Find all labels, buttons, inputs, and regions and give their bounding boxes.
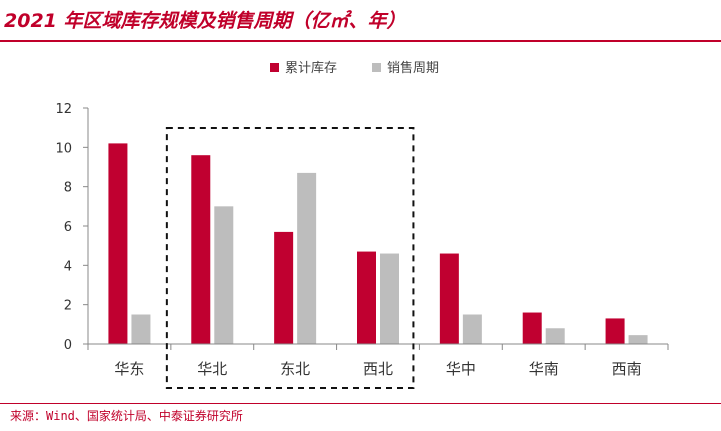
legend-swatch-cycle [372, 63, 381, 72]
x-category-label: 西南 [612, 360, 642, 378]
bar-sales-cycle [628, 335, 648, 344]
bar-chart: 累计库存 销售周期 0 2 4 6 8 10 12 华东 华北 东北 西北 华中 华南 西南 [55, 60, 669, 389]
y-axis: 0 2 4 6 8 10 12 [55, 102, 89, 353]
bar-sales-cycle [131, 314, 151, 344]
y-tick-label: 10 [55, 141, 72, 156]
bars [108, 143, 648, 344]
bar-inventory [439, 253, 459, 344]
bar-inventory [191, 155, 211, 344]
x-axis: 华东 华北 东北 西北 华中 华南 西南 [87, 343, 669, 378]
bar-inventory [357, 251, 376, 344]
y-tick-label: 6 [64, 220, 72, 235]
x-category-label: 华中 [446, 360, 476, 378]
x-category-label: 东北 [280, 360, 310, 378]
bar-inventory [522, 312, 542, 344]
x-category-label: 华东 [114, 360, 144, 378]
legend: 累计库存 销售周期 [270, 60, 439, 76]
highlight-box [165, 127, 415, 389]
source-divider [0, 403, 721, 404]
bar-inventory [274, 231, 294, 344]
source-note: 来源：Wind、国家统计局、中泰证券研究所 [10, 409, 243, 423]
title-divider [0, 40, 721, 42]
bar-sales-cycle [380, 253, 399, 344]
bar-inventory [108, 143, 128, 344]
bar-sales-cycle [545, 328, 565, 344]
bar-sales-cycle [214, 206, 234, 344]
legend-label-inventory: 累计库存 [285, 60, 337, 76]
chart-title: 2021 年区域库存规模及销售周期（亿㎡、年） [4, 10, 406, 32]
y-tick-label: 12 [55, 102, 72, 117]
y-tick-label: 2 [64, 299, 72, 314]
bar-inventory [605, 318, 625, 344]
bar-sales-cycle [462, 314, 482, 344]
x-category-label: 华北 [197, 360, 227, 378]
y-tick-label: 4 [64, 259, 72, 274]
legend-swatch-inventory [270, 63, 279, 72]
x-category-label: 华南 [529, 360, 559, 378]
y-tick-label: 8 [64, 181, 72, 196]
x-category-label: 西北 [363, 360, 393, 378]
y-tick-label: 0 [64, 338, 72, 353]
legend-label-cycle: 销售周期 [387, 60, 439, 76]
bar-sales-cycle [297, 172, 317, 344]
